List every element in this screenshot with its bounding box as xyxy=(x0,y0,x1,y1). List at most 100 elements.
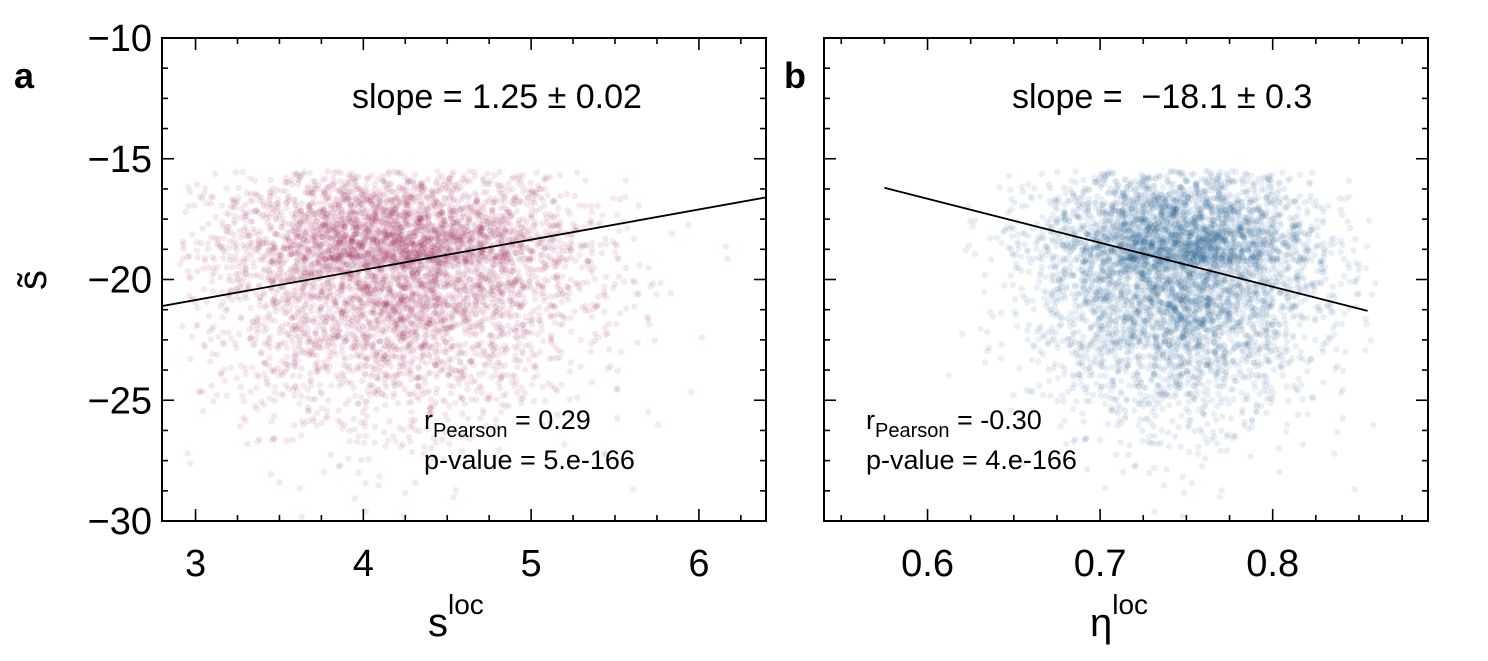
scatter-point-a xyxy=(345,194,352,202)
scatter-point-a xyxy=(382,231,390,239)
scatter-point-a xyxy=(184,450,191,457)
scatter-point-a xyxy=(283,437,291,444)
scatter-point-a xyxy=(406,248,414,255)
scatter-point-a xyxy=(412,331,419,339)
scatter-point-a xyxy=(622,177,629,184)
scatter-point-a xyxy=(242,209,249,216)
scatter-point-a xyxy=(521,228,528,235)
scatter-point-a xyxy=(548,382,556,389)
scatter-point-a xyxy=(383,383,390,391)
scatter-point-a xyxy=(393,194,400,201)
scatter-point-a xyxy=(284,245,291,252)
scatter-point-a xyxy=(380,228,387,235)
scatter-point-a xyxy=(402,196,409,204)
scatter-point-a xyxy=(506,295,513,302)
scatter-point-a xyxy=(330,310,338,317)
scatter-point-a xyxy=(554,212,561,219)
scatter-point-a xyxy=(493,226,500,234)
scatter-point-a xyxy=(581,203,588,210)
scatter-point-a xyxy=(496,189,504,197)
scatter-point-a xyxy=(200,407,207,415)
scatter-point-a xyxy=(341,221,348,228)
scatter-point-a xyxy=(482,304,490,312)
scatter-point-a xyxy=(241,292,249,299)
scatter-point-a xyxy=(487,195,494,202)
scatter-point-a xyxy=(367,287,375,294)
scatter-point-a xyxy=(358,377,366,385)
scatter-point-a xyxy=(547,338,555,345)
scatter-point-a xyxy=(337,419,344,426)
scatter-point-a xyxy=(431,229,439,236)
scatter-point-a xyxy=(193,239,200,246)
scatter-point-a xyxy=(375,317,383,324)
scatter-point-a xyxy=(298,211,305,218)
scatter-point-a xyxy=(391,194,399,201)
scatter-point-a xyxy=(471,330,479,337)
scatter-point-a xyxy=(325,227,332,235)
scatter-point-a xyxy=(351,222,358,229)
scatter-point-a xyxy=(328,203,335,210)
scatter-point-a xyxy=(588,313,595,321)
scatter-point-a xyxy=(436,329,443,336)
scatter-point-a xyxy=(439,208,446,215)
scatter-point-a xyxy=(432,399,440,406)
scatter-point-a xyxy=(290,197,297,204)
scatter-point-a xyxy=(478,273,485,280)
scatter-point-a xyxy=(582,303,590,310)
scatter-point-a xyxy=(359,409,366,416)
scatter-point-a xyxy=(338,280,345,287)
scatter-point-a xyxy=(496,261,503,268)
scatter-point-a xyxy=(303,217,310,224)
scatter-point-a xyxy=(459,308,467,315)
scatter-point-a xyxy=(227,364,235,372)
scatter-point-a xyxy=(363,207,370,214)
scatter-point-a xyxy=(333,220,341,227)
scatter-point-a xyxy=(312,341,319,348)
scatter-point-a xyxy=(355,326,362,334)
scatter-point-a xyxy=(514,345,521,352)
scatter-point-a xyxy=(511,279,518,286)
scatter-point-a xyxy=(461,178,469,186)
scatter-point-a xyxy=(527,310,534,318)
scatter-point-a xyxy=(291,171,298,178)
scatter-point-a xyxy=(605,321,612,328)
scatter-point-a xyxy=(237,234,244,241)
scatter-point-a xyxy=(588,340,595,347)
scatter-point-a xyxy=(455,257,462,264)
scatter-point-a xyxy=(198,239,205,247)
scatter-point-a xyxy=(452,234,459,241)
scatter-point-a xyxy=(381,220,388,227)
scatter-point-a xyxy=(408,228,415,235)
scatter-point-a xyxy=(364,259,371,266)
scatter-point-a xyxy=(370,297,377,304)
scatter-point-a xyxy=(334,217,341,224)
scatter-point-a xyxy=(645,265,652,272)
scatter-point-a xyxy=(478,308,485,315)
scatter-point-a xyxy=(370,279,377,286)
scatter-point-a xyxy=(586,220,593,228)
scatter-point-a xyxy=(453,284,461,292)
scatter-point-a xyxy=(414,186,422,193)
scatter-point-a xyxy=(467,373,475,381)
scatter-point-a xyxy=(433,241,440,249)
scatter-point-a xyxy=(326,334,333,341)
scatter-point-a xyxy=(469,250,476,258)
scatter-point-a xyxy=(298,231,305,238)
scatter-point-a xyxy=(428,265,435,273)
scatter-point-a xyxy=(291,322,298,329)
scatter-point-a xyxy=(480,224,487,231)
scatter-point-a xyxy=(577,363,584,370)
scatter-point-a xyxy=(419,180,426,187)
scatter-point-a xyxy=(501,198,508,206)
scatter-point-a xyxy=(381,177,388,185)
scatter-point-a xyxy=(318,292,325,300)
scatter-point-a xyxy=(390,393,397,400)
scatter-point-a xyxy=(599,212,606,219)
scatter-point-a xyxy=(383,198,390,205)
scatter-point-a xyxy=(307,221,314,228)
scatter-point-a xyxy=(335,267,342,275)
scatter-point-a xyxy=(381,352,389,359)
scatter-point-a xyxy=(561,315,568,322)
scatter-point-a xyxy=(362,282,369,289)
scatter-point-a xyxy=(389,254,397,261)
